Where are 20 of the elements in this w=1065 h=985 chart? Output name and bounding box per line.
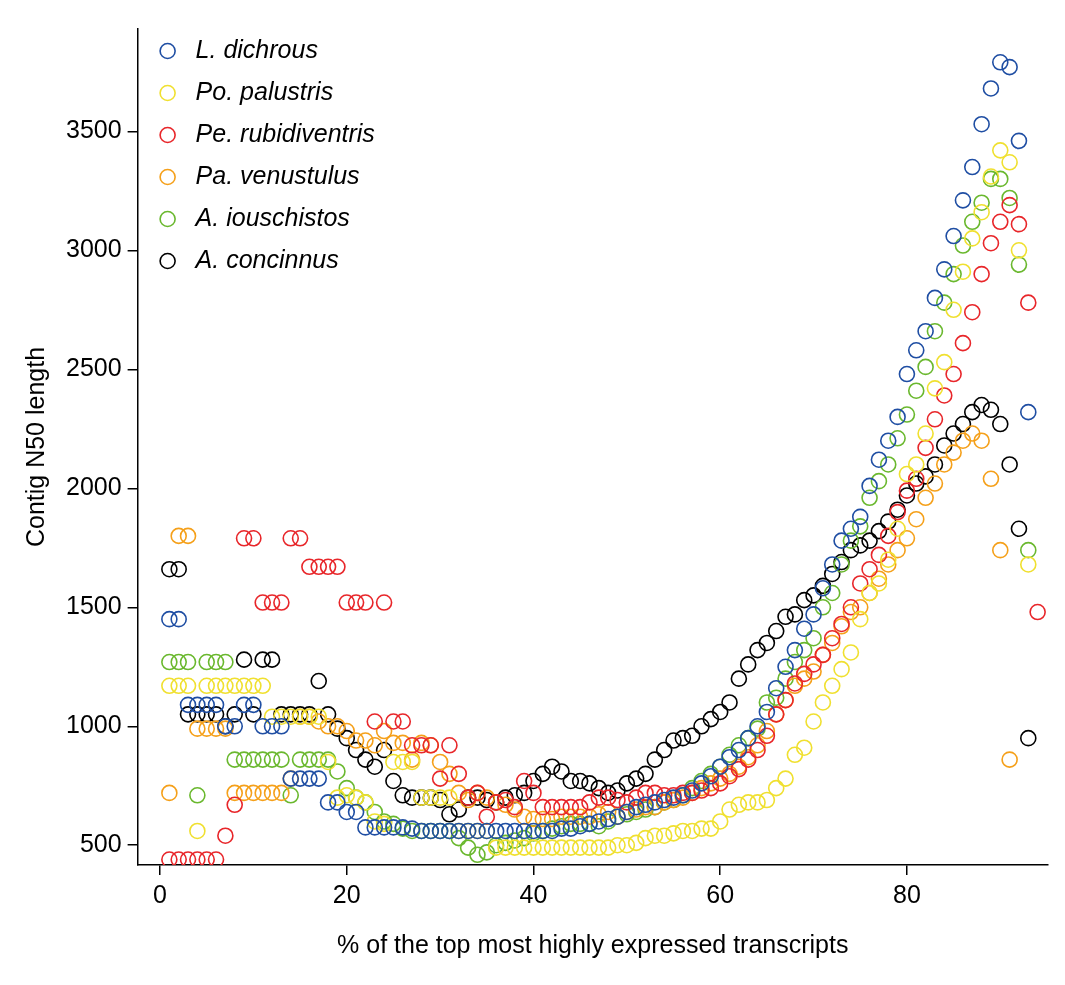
x-tick-label: 20	[332, 879, 361, 908]
legend-label: Pa. venustulus	[195, 160, 360, 189]
x-tick-label: 40	[519, 879, 548, 908]
y-tick-label: 1000	[65, 710, 122, 739]
legend-label: A. concinnus	[193, 244, 339, 273]
x-tick-label: 60	[706, 879, 735, 908]
legend-label: Po. palustris	[195, 76, 334, 105]
legend-label: L. dichrous	[195, 34, 318, 63]
y-tick-label: 3500	[65, 115, 122, 144]
y-tick-label: 500	[79, 829, 122, 858]
y-tick-label: 3000	[65, 234, 122, 263]
x-tick-label: 80	[893, 879, 921, 908]
x-axis-title: % of the top most highly expressed transcripts	[337, 929, 849, 958]
y-tick-label: 2000	[65, 472, 122, 501]
y-axis-title: Contig N50 length	[20, 346, 49, 548]
legend-label: A. iouschistos	[193, 202, 350, 231]
legend-label: Pe. rubidiventris	[195, 118, 375, 147]
x-tick-label: 0	[153, 879, 167, 908]
y-tick-label: 2500	[65, 353, 122, 382]
y-tick-label: 1500	[65, 591, 122, 620]
